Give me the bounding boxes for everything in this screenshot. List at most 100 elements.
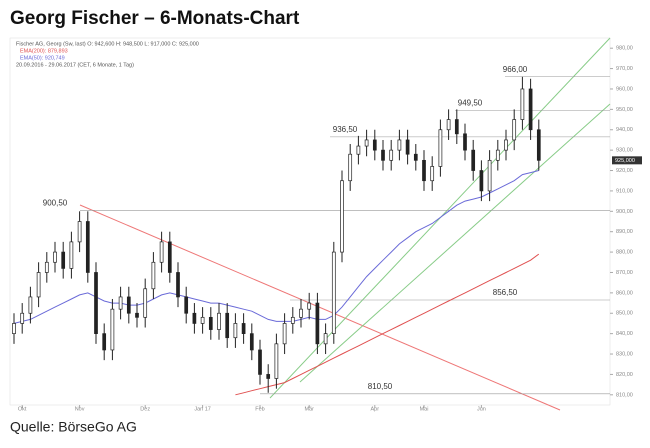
candle-body xyxy=(495,149,500,161)
candle-body xyxy=(422,159,426,182)
candle-body xyxy=(520,88,525,120)
candle-body xyxy=(528,88,533,131)
y-tick-label: 810,00 xyxy=(616,392,633,398)
candle-body xyxy=(446,119,451,131)
y-tick-label: 940,00 xyxy=(616,127,633,133)
candle-body xyxy=(479,170,484,192)
candle-body xyxy=(438,129,443,167)
candle-body xyxy=(44,261,49,273)
candle-body xyxy=(282,323,287,345)
candle-body xyxy=(372,139,377,151)
candle-body xyxy=(331,251,336,334)
candle-body xyxy=(487,159,492,192)
source: Quelle: BörseGo AG xyxy=(10,419,137,435)
level-label: 810,50 xyxy=(368,382,393,391)
candle-body xyxy=(135,312,139,318)
level-label: 900,50 xyxy=(43,198,68,207)
candle-body xyxy=(225,312,230,339)
level-label: 966,00 xyxy=(503,65,528,74)
candle-body xyxy=(184,296,189,314)
ema-line xyxy=(13,170,539,324)
candle-body xyxy=(504,139,508,151)
y-tick-label: 930,00 xyxy=(616,148,633,154)
candle-body xyxy=(389,149,394,161)
candle-body xyxy=(176,272,180,298)
candle-body xyxy=(61,251,66,269)
candle-body xyxy=(274,343,279,379)
candle-body xyxy=(381,149,385,161)
x-tick-label: Dez xyxy=(140,406,150,412)
x-tick-label: Apr xyxy=(371,406,380,412)
y-tick-label: 890,00 xyxy=(616,229,633,235)
candle-body xyxy=(110,308,115,351)
candle-body xyxy=(159,241,164,263)
legend-entry: EMA(200): 879,893 xyxy=(20,48,68,54)
y-tick-label: 840,00 xyxy=(616,331,633,337)
x-tick-label: Mai xyxy=(420,406,429,412)
candle-body xyxy=(471,149,476,171)
candle-body xyxy=(167,241,172,273)
candle-body xyxy=(53,251,57,263)
y-tick-label: 980,00 xyxy=(616,46,633,52)
y-tick-label: 900,00 xyxy=(616,209,633,215)
x-tick-label: Okt xyxy=(18,406,27,412)
candle-body xyxy=(413,153,418,161)
candle-body xyxy=(118,296,123,310)
candle-body xyxy=(454,119,459,135)
candle-body xyxy=(323,333,328,345)
candle-body xyxy=(126,296,131,314)
candle-body xyxy=(299,308,303,318)
candle-body xyxy=(430,166,435,182)
plot-area xyxy=(9,37,611,406)
ema-line xyxy=(235,253,540,396)
candle-body xyxy=(217,312,221,330)
y-tick-label: 920,00 xyxy=(616,168,633,174)
y-tick-label: 880,00 xyxy=(616,250,633,256)
y-tick-label: 830,00 xyxy=(616,351,633,357)
y-tick-label: 950,00 xyxy=(616,107,633,113)
level-label: 936,50 xyxy=(333,125,358,134)
candle-body xyxy=(397,139,402,151)
candle-body xyxy=(36,272,41,298)
y-tick-label: 910,00 xyxy=(616,188,633,194)
y-tick-label: 970,00 xyxy=(616,66,633,72)
candle-body xyxy=(340,180,344,253)
candle-body xyxy=(200,316,205,324)
candle-body xyxy=(307,302,312,310)
x-tick-label: Jan 17 xyxy=(194,406,211,412)
trend-line xyxy=(299,103,611,383)
y-tick-label: 870,00 xyxy=(616,270,633,276)
candle-body xyxy=(143,288,148,318)
y-tick-label: 860,00 xyxy=(616,290,633,296)
candle-body xyxy=(315,302,320,345)
candle-body xyxy=(102,333,107,351)
candle-body xyxy=(241,323,246,334)
last-price-box xyxy=(612,156,642,165)
candle-body xyxy=(94,272,98,334)
level-label: 856,50 xyxy=(493,288,518,297)
period: 20.09.2016 - 29.06.2017 (CET, 6 Monate, … xyxy=(16,62,134,68)
candle-body xyxy=(151,261,156,290)
x-tick-label: Mär xyxy=(304,406,314,412)
candle-body xyxy=(290,316,295,324)
candle-body xyxy=(266,374,271,379)
candle-body xyxy=(28,296,33,314)
candle-body xyxy=(77,221,82,243)
candle-body xyxy=(463,133,467,151)
y-tick-label: 850,00 xyxy=(616,311,633,317)
candle-body xyxy=(356,145,361,155)
candle-body xyxy=(12,323,16,334)
candle-body xyxy=(405,139,410,155)
last-price-label: 925,000 xyxy=(615,158,635,164)
candle-body xyxy=(348,153,353,182)
candle-body xyxy=(85,221,90,273)
candle-body xyxy=(512,119,517,141)
y-tick-label: 960,00 xyxy=(616,86,633,92)
level-label: 949,50 xyxy=(458,98,483,107)
candle-body xyxy=(364,139,369,147)
candle-body xyxy=(233,323,238,339)
candle-body xyxy=(258,349,262,375)
candle-body xyxy=(20,312,25,324)
